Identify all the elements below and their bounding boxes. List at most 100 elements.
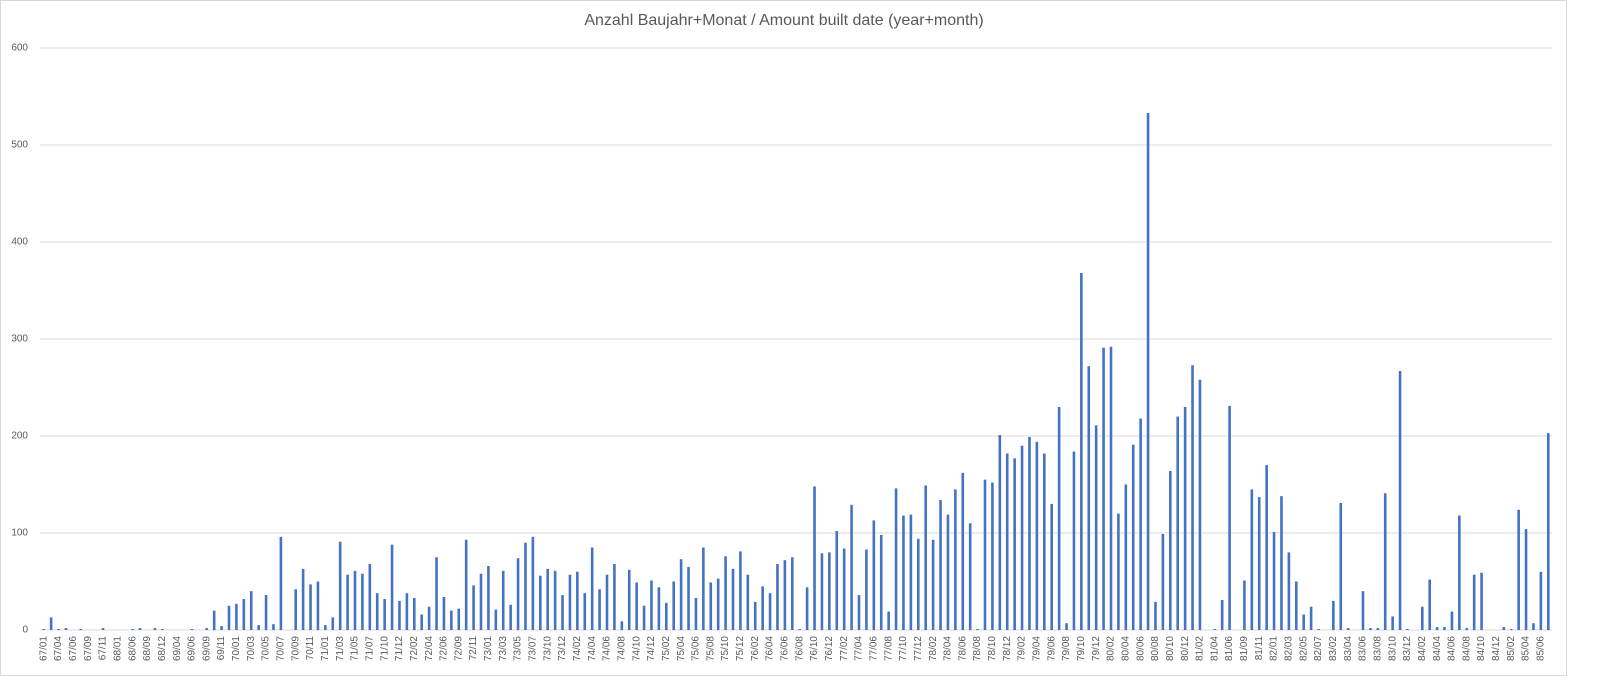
bar [316, 581, 320, 630]
bar [968, 523, 972, 630]
x-tick-label: 73/12 [557, 636, 568, 661]
bar [1020, 445, 1024, 630]
bar [1257, 497, 1261, 630]
x-tick-label: 75/02 [661, 636, 672, 661]
bar [1361, 591, 1365, 630]
x-tick-label: 77/12 [913, 636, 924, 661]
bar [435, 557, 438, 630]
bar [709, 582, 713, 630]
x-tick-label: 71/03 [335, 636, 346, 661]
x-tick-label: 77/10 [898, 636, 909, 661]
bar [257, 625, 260, 630]
x-tick-label: 84/04 [1432, 636, 1443, 661]
bar [294, 589, 298, 630]
y-tick-label: 400 [11, 237, 28, 248]
x-tick-label: 75/10 [720, 636, 731, 661]
bar [672, 581, 676, 630]
x-tick-label: 76/08 [794, 636, 805, 661]
x-tick-label: 84/12 [1491, 636, 1502, 661]
bar [1124, 484, 1128, 630]
x-tick-label: 85/04 [1521, 636, 1532, 661]
bar [427, 606, 431, 630]
bar [820, 553, 824, 630]
bar [220, 626, 223, 630]
bar [1346, 628, 1350, 630]
bar [642, 605, 646, 630]
bar [279, 536, 283, 630]
bar [398, 600, 401, 630]
x-tick-label: 84/06 [1447, 636, 1458, 661]
x-tick-label: 82/01 [1269, 636, 1280, 661]
bar [939, 500, 942, 630]
x-tick-label: 82/07 [1313, 636, 1324, 661]
x-tick-label: 79/04 [1032, 636, 1043, 661]
chart-title: Anzahl Baujahr+Monat / Amount built date… [584, 12, 983, 29]
x-tick-label: 76/02 [750, 636, 761, 661]
x-tick-label: 81/11 [1254, 636, 1265, 661]
bar [501, 570, 505, 630]
x-tick-label: 78/08 [972, 636, 983, 661]
bar [783, 560, 787, 630]
chart-frame [0, 0, 1567, 676]
bar [324, 625, 327, 630]
x-tick-label: 83/04 [1343, 636, 1354, 661]
x-tick-label: 76/12 [824, 636, 835, 661]
y-tick-label: 200 [11, 431, 28, 442]
x-tick-label: 80/10 [1165, 636, 1176, 661]
bar [1532, 623, 1535, 630]
x-tick-label: 77/06 [868, 636, 879, 661]
bar [64, 628, 68, 630]
bar [1213, 629, 1217, 630]
bar [1524, 529, 1528, 630]
bar [605, 574, 609, 630]
bar [1146, 112, 1150, 631]
bar [346, 574, 349, 630]
bar [338, 541, 342, 630]
bar [205, 628, 209, 630]
bar [768, 593, 772, 630]
bar [739, 551, 742, 630]
bar [946, 514, 950, 630]
x-tick-label: 73/07 [528, 636, 539, 661]
x-tick-label: 80/02 [1106, 636, 1117, 661]
bar [828, 552, 831, 630]
bar [1139, 418, 1142, 630]
bar [131, 629, 134, 630]
bar [42, 629, 46, 630]
x-tick-label: 81/02 [1195, 636, 1206, 661]
x-tick-label: 78/04 [943, 636, 954, 661]
bar [412, 597, 416, 630]
bar [361, 573, 364, 630]
bar [650, 580, 653, 630]
bar [1369, 628, 1372, 630]
x-tick-label: 79/10 [1076, 636, 1087, 661]
x-tick-label: 83/12 [1402, 636, 1413, 661]
x-tick-label: 74/06 [602, 636, 613, 661]
bar [1080, 273, 1083, 630]
bar [509, 604, 512, 630]
bar [538, 575, 542, 630]
bar [916, 538, 920, 630]
x-tick-label: 76/04 [765, 636, 776, 661]
bar [1428, 579, 1432, 630]
bar [1035, 441, 1039, 630]
bar [561, 595, 564, 630]
bar [961, 472, 965, 630]
x-tick-label: 78/10 [987, 636, 998, 661]
bar [272, 624, 275, 630]
bar [264, 595, 268, 630]
bar [1050, 503, 1054, 630]
x-tick-label: 69/06 [187, 636, 198, 661]
x-tick-label: 79/06 [1046, 636, 1057, 661]
y-tick-label: 500 [11, 140, 28, 151]
x-tick-label: 71/10 [379, 636, 390, 661]
bar [976, 629, 979, 630]
bar [353, 570, 357, 630]
bar [1302, 614, 1306, 630]
bar [761, 586, 764, 630]
bar [590, 547, 594, 630]
bar [212, 610, 216, 630]
bar [1154, 601, 1157, 630]
bar [1458, 515, 1461, 630]
bar [1287, 552, 1291, 630]
